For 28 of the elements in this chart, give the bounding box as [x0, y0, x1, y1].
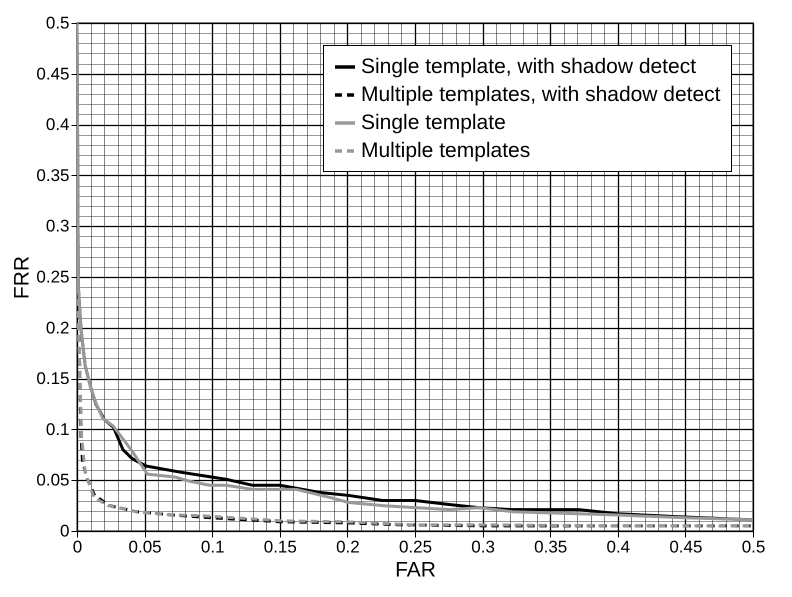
x-tick-label: 0 [72, 538, 82, 556]
x-tick-label: 0.1 [200, 538, 225, 556]
y-tick-label: 0.35 [36, 166, 70, 185]
legend-label: Multiple templates, with shadow detect [361, 83, 721, 106]
legend-label: Multiple templates [361, 139, 530, 162]
legend-label: Single template [361, 111, 506, 134]
y-tick-label: 0.25 [36, 268, 70, 286]
x-tick-label: 0.45 [669, 538, 702, 556]
x-tick-label: 0.15 [264, 538, 297, 556]
x-axis-title: FAR [395, 558, 436, 582]
y-tick-label: 0.45 [36, 64, 70, 84]
x-tick-label: 0.2 [336, 538, 360, 556]
y-tick-label: 0.05 [36, 470, 70, 490]
x-tick-label: 0.25 [398, 538, 432, 556]
y-axis-title: FRR [10, 256, 34, 300]
x-tick-label: 0.05 [128, 538, 162, 556]
y-tick-label: 0.15 [36, 369, 70, 388]
y-tick-label: 0.1 [46, 420, 70, 439]
x-tick-label: 0.5 [742, 538, 766, 556]
y-tick-label: 0.3 [46, 216, 70, 236]
x-tick-label: 0.4 [606, 538, 630, 556]
y-tick-label: 0 [60, 522, 70, 540]
legend-label: Single template, with shadow detect [361, 55, 696, 78]
x-tick-label: 0.35 [534, 538, 568, 556]
y-tick-label: 0.2 [46, 318, 70, 338]
y-tick-label: 0.4 [46, 115, 70, 134]
x-tick-label: 0.3 [471, 538, 495, 556]
y-tick-label: 0.5 [46, 14, 70, 32]
